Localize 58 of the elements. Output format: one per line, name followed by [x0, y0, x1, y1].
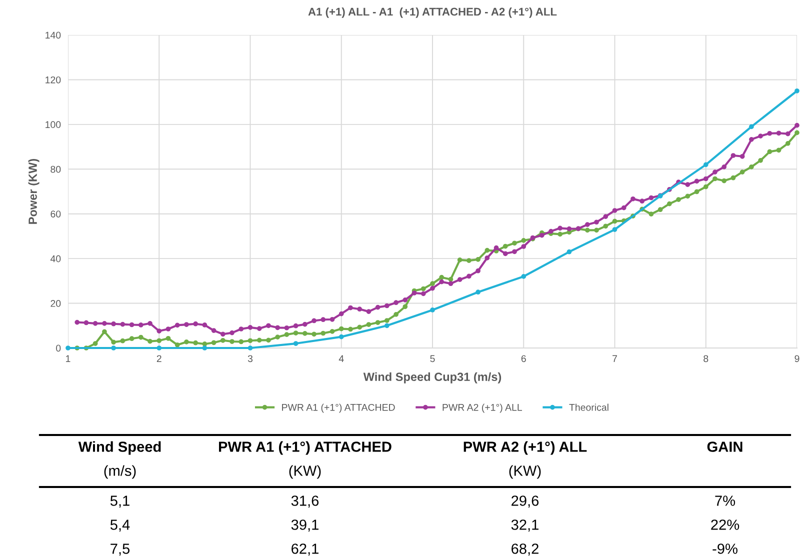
y-tick-label: 0 [56, 344, 61, 352]
x-tick-label: 4 [338, 355, 344, 362]
legend-label: Theorical [569, 404, 608, 411]
point [384, 323, 390, 328]
point [156, 346, 162, 350]
text: 31,6 [291, 496, 319, 508]
point [566, 249, 572, 254]
x-tick-label: 9 [794, 355, 800, 362]
text: 68,2 [512, 544, 538, 556]
point [794, 88, 800, 94]
x-tick-label: 1 [66, 355, 70, 362]
text: 62,1 [292, 544, 318, 556]
y-axis-title: Power (KW) [28, 158, 40, 224]
point [66, 346, 70, 350]
text: -9% [712, 544, 738, 554]
x-tick-label: 6 [521, 355, 526, 362]
text: 7% [715, 496, 736, 506]
point [521, 274, 526, 279]
text: 5,1 [110, 496, 130, 508]
text: PWR A1 (+1°) ATTACHED [219, 441, 392, 455]
y-tick-label: 20 [50, 300, 61, 307]
text: 22% [711, 520, 740, 530]
y-tick-label: 40 [50, 255, 61, 262]
x-tick-label: 2 [156, 355, 162, 362]
text: 39,1 [291, 520, 318, 532]
point [111, 346, 116, 350]
text: 29,6 [512, 496, 539, 508]
chart-title: A1 (+1) ALL - A1 (+1) ATTACHED - A2 (+1°) ALL [308, 8, 557, 18]
y-tick-label: 80 [50, 166, 61, 173]
text: 7,5 [110, 544, 130, 556]
point [749, 124, 754, 130]
text: (KW) [509, 465, 541, 479]
x-tick-label: 7 [612, 355, 617, 362]
point [612, 227, 618, 232]
point [338, 334, 344, 340]
x-tick-label: 3 [248, 355, 253, 362]
text: GAIN [707, 442, 742, 452]
legend-label: PWR A1 (+1°) ATTACHED [282, 404, 395, 413]
y-tick-label: 60 [50, 210, 61, 218]
point [430, 308, 435, 312]
y-tick-label: 120 [46, 76, 61, 84]
x-tick-label: 8 [704, 355, 708, 362]
x-axis-title: Wind Speed Cup31 (m/s) [363, 372, 502, 384]
text: PWR A2 (+1°) ALL [464, 441, 587, 455]
text: 5,4 [110, 520, 130, 532]
y-tick-label: 140 [46, 32, 61, 39]
point [703, 162, 708, 168]
text: (m/s) [104, 465, 136, 479]
point [293, 341, 298, 346]
point [476, 290, 480, 295]
text: Wind Speed [78, 441, 161, 455]
x-tick-label: 5 [430, 355, 435, 362]
legend-label: PWR A2 (+1°) ALL [442, 404, 522, 413]
text: 32,1 [511, 520, 538, 532]
text: (KW) [289, 465, 321, 479]
point [248, 346, 253, 350]
y-tick-label: 100 [46, 121, 61, 128]
point [202, 346, 208, 350]
